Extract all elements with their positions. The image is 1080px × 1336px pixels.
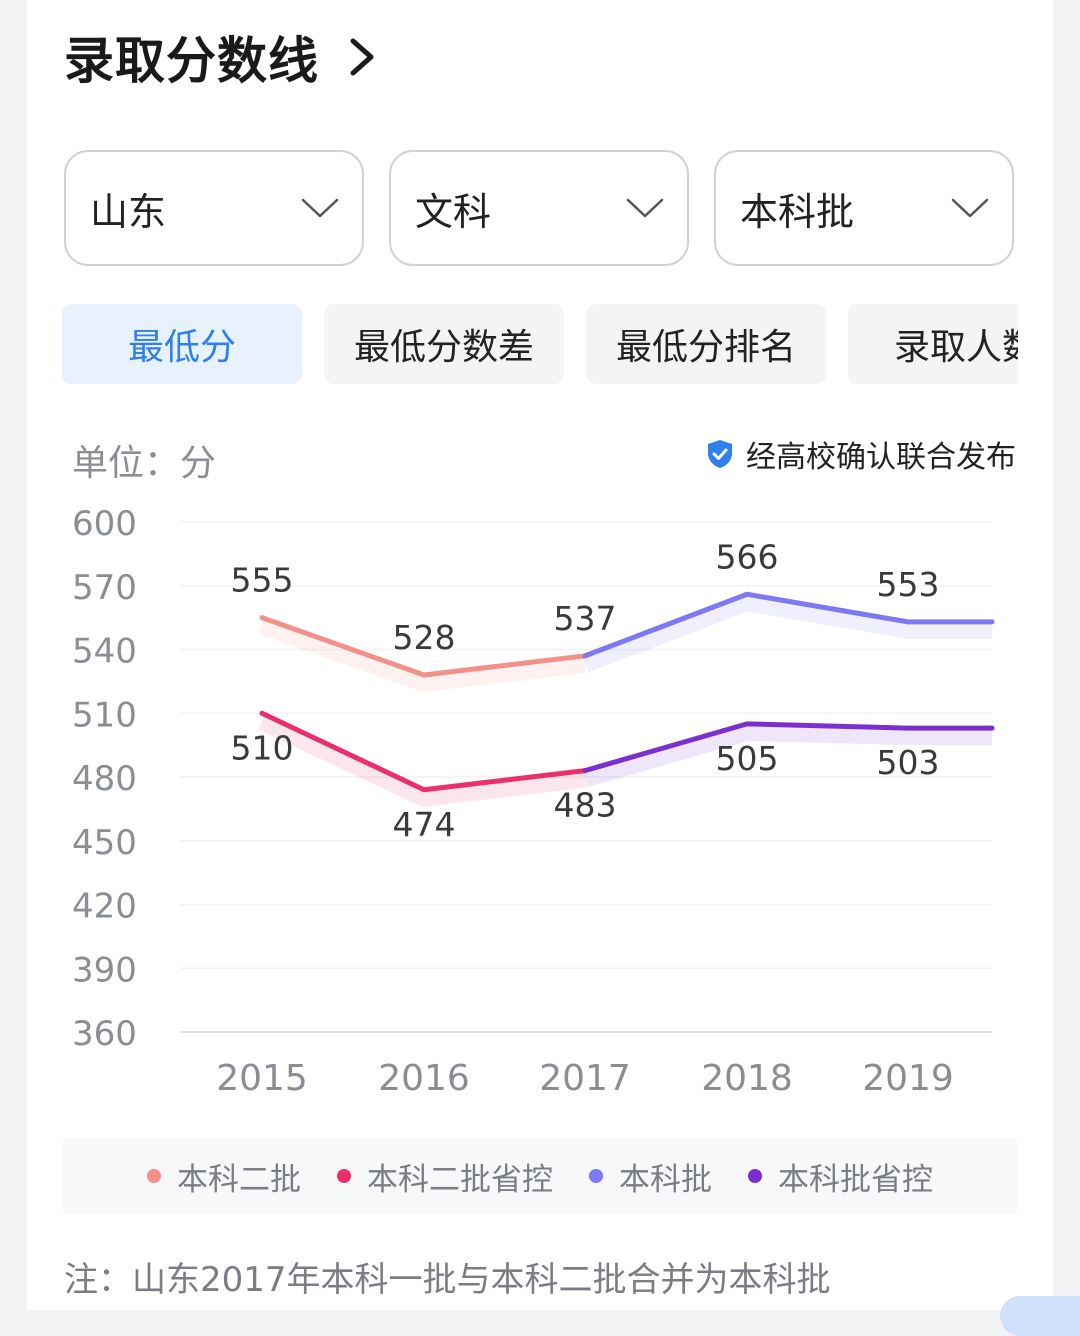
verified-text: 经高校确认联合发布 <box>746 440 1016 475</box>
y-tick-label: 420 <box>72 887 137 927</box>
legend-label: 本科批 <box>619 1161 712 1198</box>
tab-min-score[interactable]: 最低分 <box>62 304 302 384</box>
series-line <box>582 591 995 659</box>
tab-admission-count[interactable]: 录取人数 <box>848 304 1018 384</box>
y-tick-label: 510 <box>72 695 137 735</box>
province-select[interactable]: 山东 <box>64 150 364 266</box>
unit-label: 单位：分 <box>72 443 217 484</box>
data-label: 483 <box>554 786 617 825</box>
y-tick-label: 480 <box>72 759 137 799</box>
subject-select[interactable]: 文科 <box>389 150 689 266</box>
section-header[interactable]: 录取分数线 <box>64 22 377 92</box>
legend-label: 本科二批 <box>177 1161 301 1198</box>
x-tick-label: 2019 <box>862 1058 954 1099</box>
legend-item[interactable]: 本科批省控 <box>748 1154 933 1199</box>
batch-select-value: 本科批 <box>740 189 855 234</box>
data-label: 505 <box>716 739 779 778</box>
legend-label: 本科批省控 <box>778 1161 933 1198</box>
data-label: 474 <box>393 805 456 844</box>
verified-badge: 经高校确认联合发布 <box>706 432 1016 476</box>
legend-dot <box>589 1169 603 1183</box>
legend-dot <box>147 1169 161 1183</box>
x-tick-label: 2015 <box>216 1058 308 1099</box>
footnote: 注：山东2017年本科一批与本科二批合并为本科批 <box>64 1260 831 1300</box>
data-label: 528 <box>393 618 456 657</box>
x-tick-label: 2018 <box>701 1058 793 1099</box>
legend-item[interactable]: 本科批 <box>589 1154 712 1199</box>
legend-dot <box>337 1169 351 1183</box>
data-label: 555 <box>231 561 294 600</box>
data-label: 553 <box>877 565 940 604</box>
legend-dot <box>748 1169 762 1183</box>
data-label: 537 <box>554 599 617 638</box>
legend-item[interactable]: 本科二批 <box>147 1154 301 1199</box>
floating-button[interactable] <box>1000 1296 1080 1336</box>
y-tick-label: 540 <box>72 632 137 672</box>
series-glow <box>258 617 587 692</box>
data-label: 566 <box>716 537 779 576</box>
data-label: 510 <box>231 728 294 767</box>
series-glow <box>581 593 992 673</box>
chevron-down-icon <box>626 198 664 218</box>
legend-item[interactable]: 本科二批省控 <box>337 1154 553 1199</box>
chevron-down-icon <box>301 198 339 218</box>
chevron-down-icon <box>951 198 989 218</box>
series-line <box>259 615 588 678</box>
series-glow <box>582 722 992 788</box>
x-tick-label: 2017 <box>539 1058 631 1099</box>
data-label: 503 <box>877 743 940 782</box>
chevron-right-icon <box>350 38 374 76</box>
y-tick-label: 450 <box>72 823 137 863</box>
x-tick-label: 2016 <box>378 1058 470 1099</box>
shield-check-icon <box>708 440 732 468</box>
score-line-chart: 600 570 540 510 480 450 420 390 360 2015 2016 2017 2… <box>72 504 995 1099</box>
y-tick-label: 600 <box>72 504 137 544</box>
y-tick-label: 570 <box>72 568 137 608</box>
series-glow <box>258 713 587 807</box>
batch-select[interactable]: 本科批 <box>714 150 1014 266</box>
y-tick-label: 360 <box>72 1014 137 1054</box>
province-select-value: 山东 <box>90 189 167 234</box>
y-tick-label: 390 <box>72 950 137 990</box>
legend-label: 本科二批省控 <box>367 1161 553 1198</box>
tab-min-score-diff[interactable]: 最低分数差 <box>324 304 564 384</box>
metric-tabs: 最低分 最低分数差 最低分排名 录取人数 <box>62 304 1018 384</box>
tab-min-score-rank[interactable]: 最低分排名 <box>586 304 826 384</box>
series-line <box>259 710 588 793</box>
series-line <box>582 721 995 774</box>
section-title: 录取分数线 <box>64 32 319 90</box>
chart-legend: 本科二批 本科二批省控 本科批 本科批省控 <box>62 1138 1018 1214</box>
subject-select-value: 文科 <box>415 189 492 234</box>
